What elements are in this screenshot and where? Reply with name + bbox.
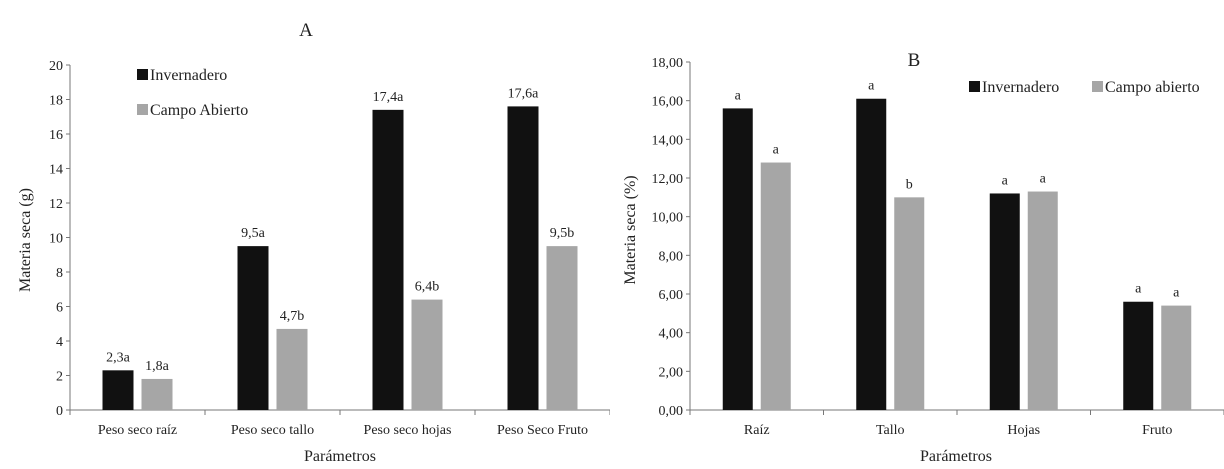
chart-b-xlabel: Parámetros bbox=[920, 448, 992, 465]
chart-a-category-label: Peso seco hojas bbox=[364, 423, 452, 438]
chart-b-ytick-label: 12,00 bbox=[652, 172, 684, 187]
chart-a-legend-swatch-invernadero bbox=[137, 69, 148, 80]
chart-a-ytick-label: 14 bbox=[49, 163, 63, 178]
chart-b-ytick-label: 8,00 bbox=[659, 249, 684, 264]
chart-a-bar-invernadero bbox=[237, 246, 269, 410]
chart-a-legend-label-invernadero: Invernadero bbox=[150, 67, 227, 84]
chart-b-bar-campo bbox=[1027, 191, 1058, 410]
chart-a-data-label: 17,4a bbox=[373, 90, 405, 105]
chart-a-ytick-label: 4 bbox=[56, 335, 63, 350]
chart-b-data-label: a bbox=[1135, 282, 1142, 297]
chart-a-xlabel: Parámetros bbox=[304, 448, 376, 465]
chart-b-ytick-label: 0,00 bbox=[659, 404, 684, 419]
chart-b-data-label: a bbox=[868, 79, 875, 94]
chart-b-ylabel: Materia seca (%) bbox=[622, 175, 639, 284]
chart-b-ytick-label: 14,00 bbox=[652, 133, 684, 148]
chart-b-ytick-label: 10,00 bbox=[652, 211, 684, 226]
chart-a-ytick-label: 8 bbox=[56, 266, 63, 281]
chart-b-bar-invernadero bbox=[856, 98, 887, 410]
chart-b-data-label: a bbox=[773, 143, 780, 158]
chart-a-category-label: Peso seco raíz bbox=[98, 423, 177, 438]
chart-a-legend-swatch-campo bbox=[137, 104, 148, 115]
chart-b-data-label: a bbox=[1002, 173, 1009, 188]
chart-b-title: B bbox=[908, 50, 921, 71]
chart-a-bar-invernadero bbox=[102, 370, 134, 410]
chart-b-materia-seca-pct: B Materia seca (%) Parámetros Invernader… bbox=[622, 50, 1224, 465]
chart-a-category-label: Peso Seco Fruto bbox=[497, 423, 588, 438]
chart-a-data-label: 9,5b bbox=[550, 226, 575, 241]
chart-a-bar-campo bbox=[141, 378, 173, 410]
chart-b-legend-swatch-invernadero bbox=[969, 81, 980, 92]
chart-b-bar-invernadero bbox=[989, 193, 1020, 410]
chart-a-ytick-label: 20 bbox=[49, 59, 63, 74]
chart-b-ytick-label: 4,00 bbox=[659, 327, 684, 342]
chart-a-ytick-label: 10 bbox=[49, 232, 63, 247]
chart-a-title: A bbox=[299, 20, 313, 41]
chart-a-legend: Invernadero Campo Abierto bbox=[137, 67, 248, 119]
chart-a-bar-invernadero bbox=[372, 109, 404, 410]
chart-a-bar-invernadero bbox=[507, 106, 539, 411]
chart-a-data-label: 2,3a bbox=[106, 350, 131, 365]
chart-a-data-label: 4,7b bbox=[280, 309, 305, 324]
chart-a-ylabel: Materia seca (g) bbox=[17, 188, 34, 292]
chart-a-legend-label-campo: Campo Abierto bbox=[150, 102, 248, 119]
chart-a-data-label: 9,5a bbox=[241, 226, 266, 241]
chart-b-ytick-label: 16,00 bbox=[652, 95, 684, 110]
chart-a-ytick-label: 12 bbox=[49, 197, 63, 212]
chart-a-ytick-label: 6 bbox=[56, 301, 63, 316]
chart-b-category-label: Tallo bbox=[876, 423, 905, 438]
chart-b-data-label: b bbox=[906, 177, 913, 192]
chart-a-data-label: 1,8a bbox=[145, 359, 170, 374]
chart-a-ytick-label: 2 bbox=[56, 370, 63, 385]
chart-b-bar-campo bbox=[894, 197, 925, 410]
chart-b-legend-label-invernadero: Invernadero bbox=[982, 79, 1059, 96]
chart-b-bar-invernadero bbox=[722, 108, 753, 411]
chart-a-ytick-label: 16 bbox=[49, 128, 63, 143]
chart-b-data-label: a bbox=[1173, 286, 1180, 301]
chart-b-category-label: Raíz bbox=[744, 423, 770, 438]
chart-a-data-label: 6,4b bbox=[415, 280, 440, 295]
chart-b-bar-campo bbox=[1161, 305, 1192, 410]
chart-a-bar-campo bbox=[546, 246, 578, 410]
chart-a-bar-campo bbox=[276, 328, 308, 410]
chart-b-category-label: Hojas bbox=[1007, 423, 1040, 438]
chart-a-materia-seca-g: A Materia seca (g) Parámetros Invernader… bbox=[17, 20, 610, 465]
chart-b-legend-swatch-campo bbox=[1092, 81, 1103, 92]
chart-b-ytick-label: 6,00 bbox=[659, 288, 684, 303]
chart-b-ytick-label: 18,00 bbox=[652, 56, 684, 71]
chart-a-ytick-label: 0 bbox=[56, 404, 63, 419]
chart-a-data-label: 17,6a bbox=[508, 86, 540, 101]
chart-b-bar-campo bbox=[760, 162, 791, 410]
chart-a-ytick-label: 18 bbox=[49, 94, 63, 109]
chart-b-legend: Invernadero Campo abierto bbox=[969, 79, 1200, 96]
chart-b-ytick-label: 2,00 bbox=[659, 365, 684, 380]
chart-b-bar-invernadero bbox=[1123, 301, 1154, 410]
chart-b-data-label: a bbox=[735, 88, 742, 103]
chart-a-bar-campo bbox=[411, 299, 443, 410]
chart-a-category-label: Peso seco tallo bbox=[231, 423, 314, 438]
chart-b-data-label: a bbox=[1040, 172, 1047, 187]
chart-b-category-label: Fruto bbox=[1142, 423, 1172, 438]
chart-b-legend-label-campo: Campo abierto bbox=[1105, 79, 1200, 96]
